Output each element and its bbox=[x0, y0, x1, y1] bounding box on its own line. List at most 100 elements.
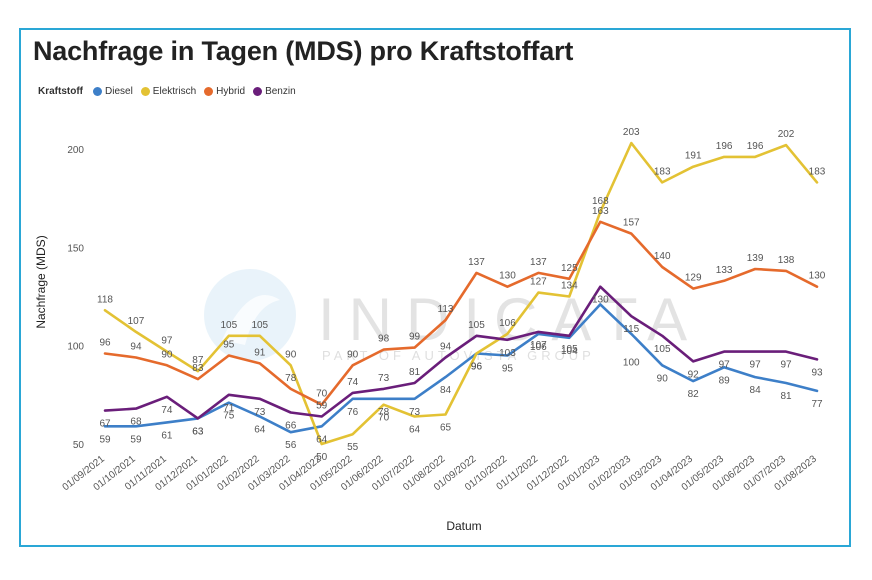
data-label-diesel: 59 bbox=[99, 434, 111, 445]
series-line-elektrisch bbox=[103, 141, 819, 446]
data-label-diesel: 78 bbox=[378, 407, 390, 418]
data-label-diesel: 104 bbox=[561, 346, 578, 357]
data-label-diesel: 63 bbox=[192, 426, 204, 437]
data-label-hybrid: 157 bbox=[623, 218, 640, 229]
data-label-elektrisch: 106 bbox=[499, 318, 516, 329]
data-label-hybrid: 90 bbox=[347, 349, 359, 360]
data-label-diesel: 84 bbox=[440, 385, 452, 396]
data-label-hybrid: 140 bbox=[654, 251, 671, 262]
data-label-elektrisch: 196 bbox=[716, 141, 733, 152]
data-label-benzin: 105 bbox=[561, 344, 578, 355]
data-label-hybrid: 137 bbox=[530, 257, 547, 268]
chart-frame bbox=[19, 28, 851, 547]
legend-item-benzin[interactable]: Benzin bbox=[253, 86, 296, 97]
data-label-diesel: 77 bbox=[811, 399, 823, 410]
data-label-elektrisch: 118 bbox=[97, 294, 113, 305]
data-label-diesel: 75 bbox=[223, 411, 235, 422]
data-label-diesel: 96 bbox=[471, 362, 483, 373]
legend-label-benzin: Benzin bbox=[265, 86, 296, 97]
data-label-benzin: 93 bbox=[811, 367, 823, 378]
data-label-hybrid: 130 bbox=[499, 271, 516, 282]
legend-swatch-hybrid bbox=[204, 87, 214, 96]
y-axis: 50 100 150 200 bbox=[67, 145, 84, 451]
legend-title: Kraftstoff bbox=[38, 86, 83, 97]
data-label-elektrisch: 90 bbox=[285, 349, 297, 360]
watermark: INDICATA PART OF AUTOVISTA GROUP bbox=[204, 269, 687, 363]
data-label-elektrisch: 107 bbox=[128, 316, 145, 327]
data-label-hybrid: 70 bbox=[316, 389, 328, 400]
legend-swatch-benzin bbox=[253, 87, 263, 96]
legend-item-elektrisch[interactable]: Elektrisch bbox=[140, 86, 197, 97]
data-label-hybrid: 129 bbox=[685, 273, 702, 284]
legend-item-diesel[interactable]: Diesel bbox=[93, 86, 133, 97]
y-tick-label: 100 bbox=[67, 342, 84, 353]
data-label-elektrisch: 168 bbox=[592, 196, 609, 207]
data-label-hybrid: 133 bbox=[716, 265, 733, 276]
y-tick-label: 200 bbox=[67, 145, 84, 156]
data-label-hybrid: 96 bbox=[99, 338, 111, 349]
data-label-benzin: 130 bbox=[592, 295, 609, 306]
data-label-hybrid: 139 bbox=[747, 253, 764, 264]
data-label-benzin: 73 bbox=[378, 373, 390, 384]
data-label-benzin: 103 bbox=[499, 348, 516, 359]
data-label-hybrid: 130 bbox=[809, 271, 826, 282]
data-label-elektrisch: 65 bbox=[440, 423, 452, 434]
data-label-elektrisch: 191 bbox=[685, 151, 702, 162]
y-tick-label: 50 bbox=[73, 440, 85, 451]
data-label-benzin: 71 bbox=[223, 403, 235, 414]
data-label-diesel: 59 bbox=[130, 434, 142, 445]
data-label-elektrisch: 96 bbox=[471, 362, 483, 373]
data-label-benzin: 115 bbox=[623, 324, 639, 335]
data-label-diesel: 95 bbox=[502, 364, 514, 375]
data-label-hybrid: 95 bbox=[223, 340, 235, 351]
data-label-hybrid: 83 bbox=[192, 363, 204, 374]
legend-swatch-diesel bbox=[93, 87, 102, 96]
data-label-benzin: 74 bbox=[161, 405, 173, 416]
data-label-elektrisch: 183 bbox=[654, 166, 671, 177]
data-label-elektrisch: 105 bbox=[251, 320, 268, 331]
data-label-hybrid: 91 bbox=[254, 347, 266, 358]
legend-item-hybrid[interactable]: Hybrid bbox=[204, 86, 245, 97]
data-labels: 1189667591079468599790746187836363105957… bbox=[97, 127, 826, 463]
watermark-tagline: PART OF AUTOVISTA GROUP bbox=[322, 348, 595, 363]
data-label-hybrid: 78 bbox=[285, 373, 297, 384]
data-label-elektrisch: 202 bbox=[778, 129, 795, 140]
data-label-hybrid: 137 bbox=[468, 257, 485, 268]
legend-label-hybrid: Hybrid bbox=[216, 86, 246, 97]
x-axis: 01/09/202101/10/202101/11/202101/12/2021… bbox=[61, 453, 820, 493]
data-label-benzin: 94 bbox=[440, 341, 452, 352]
data-label-extra: 100 bbox=[623, 358, 640, 369]
data-label-elektrisch: 127 bbox=[530, 277, 547, 288]
legend-label-elektrisch: Elektrisch bbox=[152, 86, 197, 97]
data-label-diesel: 73 bbox=[409, 407, 421, 418]
data-label-diesel: 89 bbox=[719, 375, 731, 386]
watermark-logo-swoosh-icon bbox=[222, 295, 280, 345]
data-label-elektrisch: 55 bbox=[347, 442, 359, 453]
data-label-benzin: 66 bbox=[285, 421, 297, 432]
legend: Kraftstoff Diesel Elektrisch Hybrid Benz… bbox=[38, 86, 296, 97]
data-label-benzin: 63 bbox=[192, 426, 204, 437]
data-label-benzin: 73 bbox=[254, 407, 266, 418]
data-label-hybrid: 138 bbox=[778, 255, 795, 266]
data-label-elektrisch: 87 bbox=[192, 355, 204, 366]
y-axis-label: Nachfrage (MDS) bbox=[34, 235, 48, 328]
legend-label-diesel: Diesel bbox=[105, 86, 133, 97]
data-label-hybrid: 90 bbox=[161, 349, 173, 360]
data-label-diesel: 106 bbox=[530, 342, 547, 353]
data-label-elektrisch: 134 bbox=[561, 281, 578, 292]
data-label-benzin: 68 bbox=[130, 417, 142, 428]
data-label-benzin: 107 bbox=[530, 340, 547, 351]
data-label-elektrisch: 105 bbox=[220, 320, 237, 331]
data-label-hybrid: 94 bbox=[130, 341, 142, 352]
data-label-benzin: 67 bbox=[99, 419, 111, 430]
data-label-hybrid: 125 bbox=[561, 263, 578, 274]
data-label-diesel: 81 bbox=[780, 391, 792, 402]
data-label-diesel: 84 bbox=[750, 385, 762, 396]
series-line-hybrid bbox=[103, 220, 819, 407]
data-label-diesel: 61 bbox=[161, 430, 173, 441]
data-label-benzin: 105 bbox=[468, 320, 485, 331]
series-lines bbox=[103, 141, 819, 446]
data-label-elektrisch: 70 bbox=[378, 413, 390, 424]
data-label-benzin: 97 bbox=[750, 360, 762, 371]
